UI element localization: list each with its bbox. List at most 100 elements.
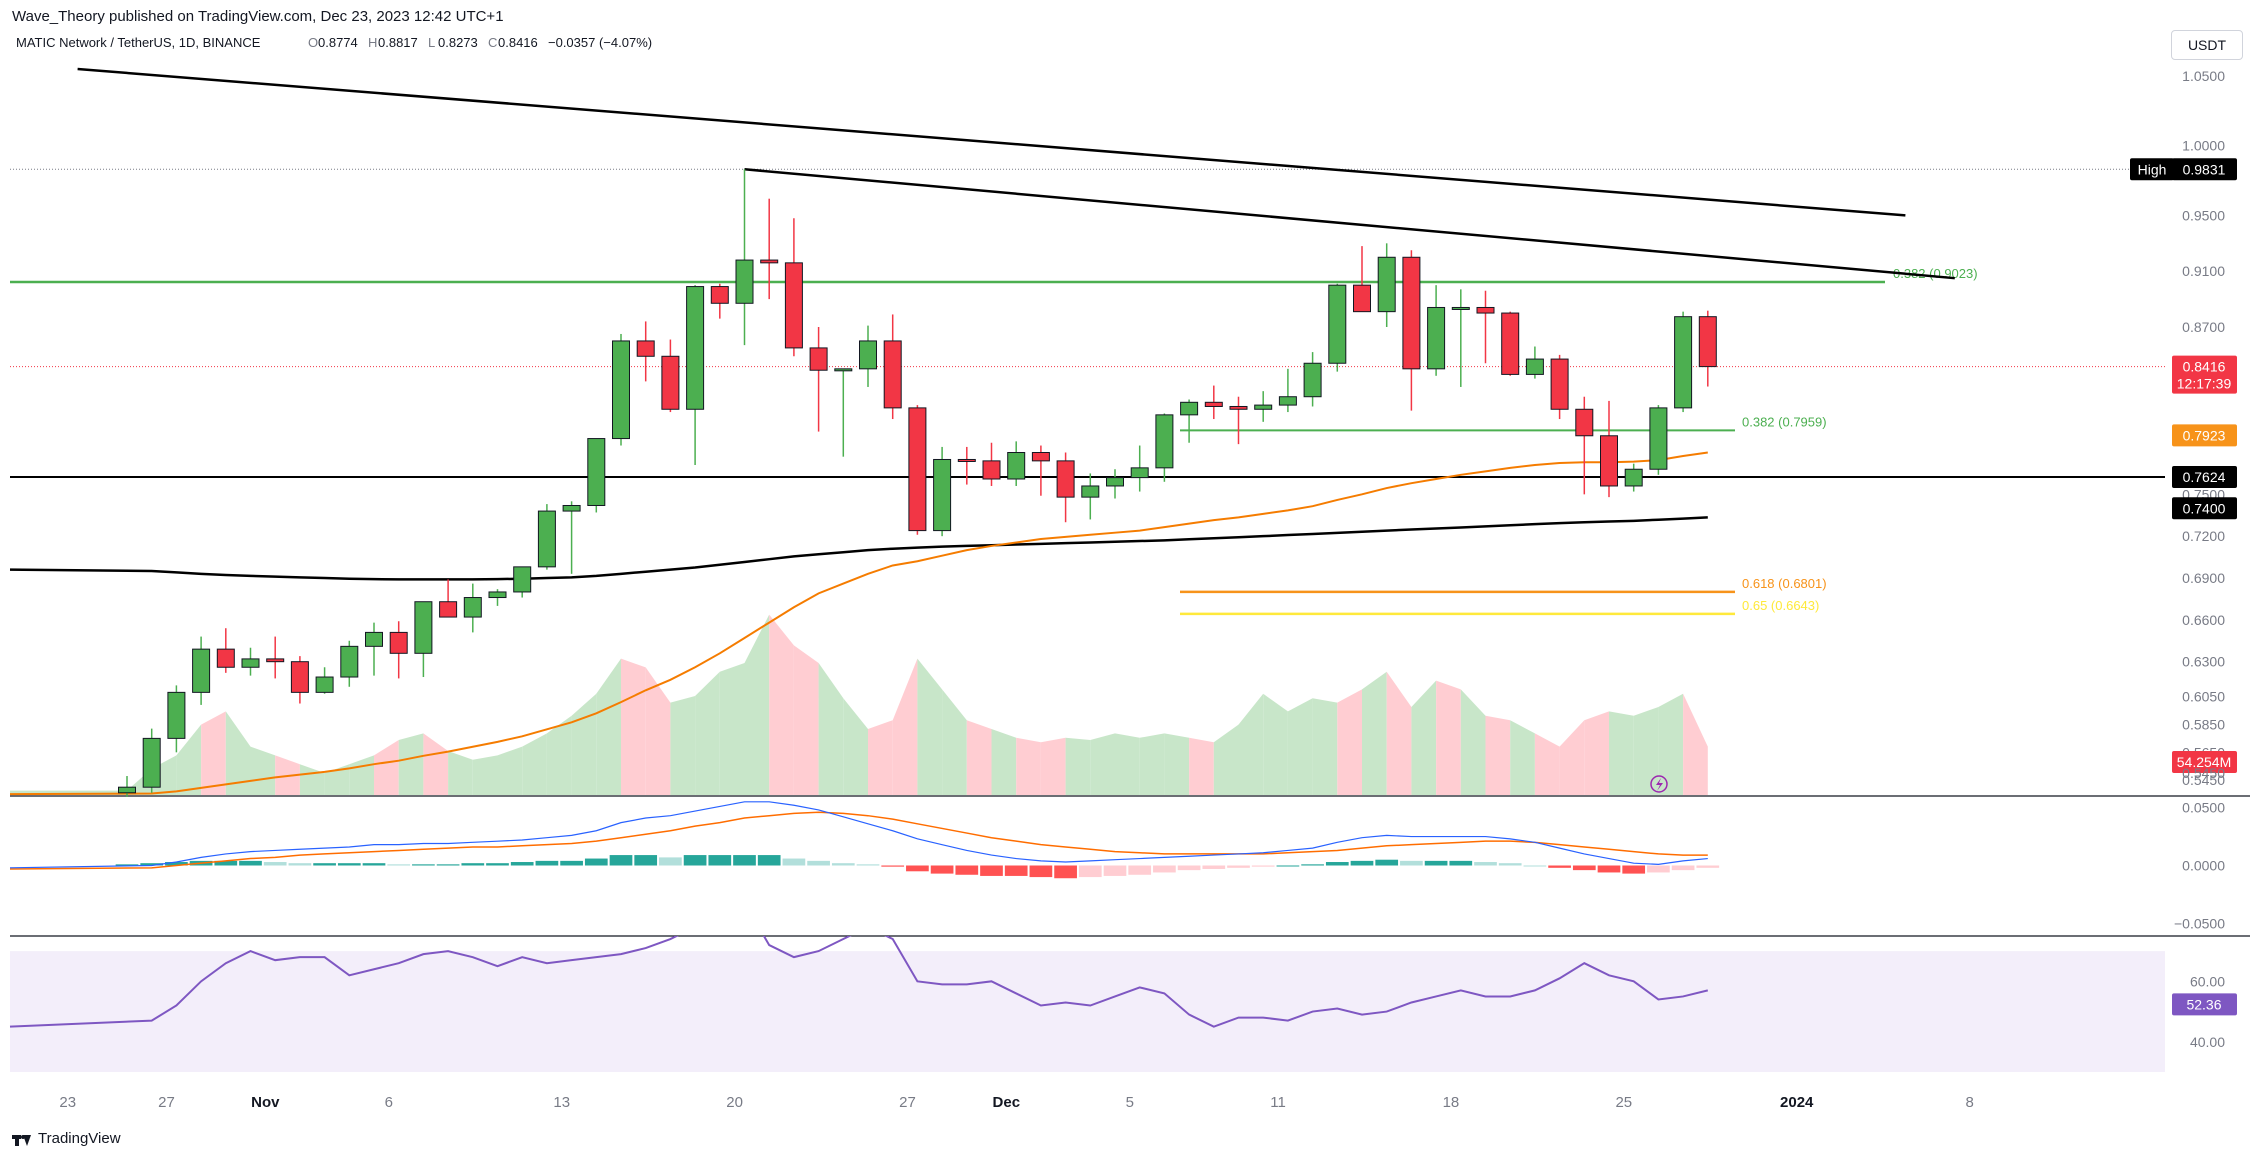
publisher-text: Wave_Theory published on TradingView.com… <box>12 8 504 25</box>
macd-histogram-bar <box>387 864 411 866</box>
candle-body <box>1303 362 1322 398</box>
candle-body <box>1698 316 1717 368</box>
candle <box>1698 310 1717 387</box>
candle-body <box>241 658 260 668</box>
candle-body <box>1254 404 1273 410</box>
macd-histogram-bar <box>1153 865 1176 873</box>
price-label-box <box>2172 466 2237 489</box>
candle <box>908 405 927 535</box>
macd-histogram-bar <box>486 863 509 866</box>
candle <box>537 504 556 570</box>
volume-segment <box>1213 724 1239 795</box>
volume-segment <box>1287 698 1313 795</box>
candle-body <box>216 648 235 668</box>
price-tick: 0.5850 <box>2182 716 2225 732</box>
tradingview-logo[interactable]: TradingView <box>12 1130 121 1147</box>
volume-segment <box>497 746 523 795</box>
candle <box>1451 289 1470 387</box>
candle <box>142 728 161 793</box>
price-tick: 0.6900 <box>2182 570 2225 586</box>
macd-histogram-bar <box>980 865 1003 876</box>
candle <box>1056 452 1075 523</box>
rsi-label-text: 52.36 <box>2186 996 2221 1012</box>
volume-segment <box>1436 680 1461 795</box>
volume-segment <box>1485 715 1511 795</box>
rsi-label-box <box>2172 993 2237 1016</box>
candle <box>216 628 235 673</box>
candle <box>1525 346 1544 379</box>
time-tick: 20 <box>726 1094 743 1111</box>
fib-labels: 0.382 (0.9023) 0.382 (0.7959) 0.618 (0.680… <box>1742 266 1978 613</box>
candle-body <box>1575 408 1594 437</box>
candle <box>463 583 482 633</box>
volume-segment <box>719 663 745 795</box>
volume-segment <box>1115 733 1140 795</box>
price-tick: 0.9500 <box>2182 207 2225 223</box>
candle-body <box>908 407 927 532</box>
macd-histogram-bar <box>436 864 460 866</box>
candle <box>1501 311 1520 376</box>
ema-200-line <box>9 516 1708 581</box>
volume-segment <box>1016 737 1041 795</box>
volume-segment <box>1559 720 1585 795</box>
candle <box>587 438 606 513</box>
symbol-info: MATIC Network / TetherUS, 1D, BINANCE O 0.… <box>16 35 652 50</box>
volume-segment <box>1189 737 1214 795</box>
ohlc-value: 0.8774 <box>318 35 358 50</box>
candle-body <box>315 676 334 693</box>
volume-segment <box>1633 707 1659 795</box>
macd-histogram-bar <box>535 860 559 866</box>
macd-histogram-bar <box>1078 865 1102 878</box>
macd-histogram-bar <box>1177 865 1201 871</box>
volume-segment <box>670 696 696 795</box>
candle <box>1624 463 1643 492</box>
candle-body <box>167 691 186 739</box>
currency-button[interactable]: USDT <box>2171 30 2243 60</box>
candle <box>315 667 334 694</box>
candle-body <box>192 648 211 693</box>
chart-canvas[interactable]: MATIC Network / TetherUS, 1D, BINANCE O 0.… <box>0 0 2258 1122</box>
volume-segment <box>1238 693 1264 795</box>
volume-segment <box>1683 693 1708 795</box>
time-tick: 27 <box>158 1094 175 1111</box>
volume-segment <box>1362 671 1387 795</box>
candle-body <box>982 460 1001 480</box>
candle-body <box>389 631 408 654</box>
candle <box>1106 469 1124 499</box>
volume-segment <box>571 693 597 795</box>
candle <box>1229 396 1248 445</box>
volume-segment <box>1337 689 1362 795</box>
candle <box>1674 311 1693 413</box>
candle <box>784 218 803 357</box>
volume-segment <box>472 755 498 795</box>
volume-segment <box>374 740 399 795</box>
candle-body <box>142 737 161 788</box>
time-tick: 23 <box>59 1094 76 1111</box>
volume-segment <box>349 755 374 795</box>
ohlc-value: 0.8416 <box>498 35 538 50</box>
macd-histogram-bar <box>856 864 880 866</box>
volume-label-box <box>2172 751 2237 773</box>
candle-body <box>266 658 285 663</box>
volume-segment <box>1534 733 1560 795</box>
candle <box>710 283 729 319</box>
macd-histogram-bar <box>214 860 238 866</box>
macd-histogram-bar <box>906 865 929 872</box>
candle <box>612 333 630 446</box>
volume-segment <box>225 711 251 795</box>
macd-histogram-bar <box>115 864 139 866</box>
volume-segment <box>744 614 770 795</box>
ohlc-value: 0.8817 <box>378 35 418 50</box>
candle-body <box>1353 284 1371 313</box>
candle <box>1155 413 1174 482</box>
candle <box>192 636 211 705</box>
candle <box>439 579 458 618</box>
candle-body <box>1624 468 1643 487</box>
price-tick: 0.7200 <box>2182 528 2225 544</box>
volume-segment <box>448 751 473 795</box>
time-tick: 5 <box>1126 1094 1134 1111</box>
candle-body <box>661 355 680 410</box>
macd-histogram-bar <box>1227 865 1250 868</box>
candle <box>933 446 952 537</box>
volume-segment <box>942 689 967 795</box>
